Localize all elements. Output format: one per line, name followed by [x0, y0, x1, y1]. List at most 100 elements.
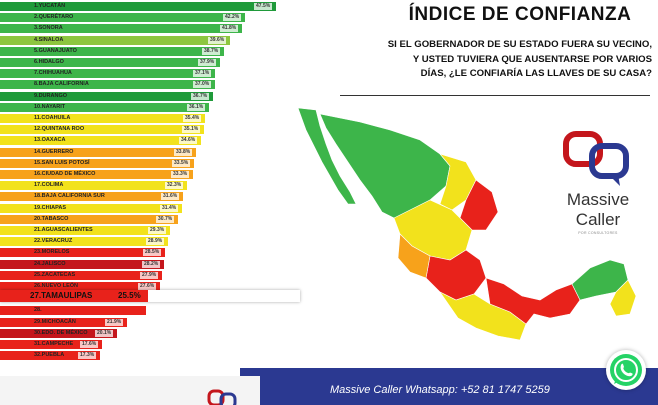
bar-value-label: 27.9% [140, 272, 159, 279]
bar [0, 80, 215, 89]
bar [0, 204, 182, 213]
bar [0, 114, 205, 123]
bar-value-label: 37.0% [193, 81, 212, 88]
bar-row: 24.JALISCO 28.2% [0, 260, 164, 269]
bar-row: 29.MICHOACÁN 21.9% [0, 318, 127, 327]
bar-label: 28. [34, 307, 42, 313]
bar-row: 18.BAJA CALIFORNIA SUR 31.6% [0, 192, 183, 201]
brand-name-line-1: Massive [566, 190, 630, 209]
massive-caller-logo: Massive Caller POR CONSULTORES [548, 130, 648, 250]
bar [0, 47, 224, 56]
bar-label: 21.AGUASCALIENTES [34, 227, 93, 233]
bar-value-label: 34.6% [179, 137, 198, 144]
bar-row: 17.COLIMA 32.3% [0, 181, 187, 190]
bar [0, 329, 117, 338]
bar-label: 7.CHIHUAHUA [34, 70, 72, 76]
bar-label: 32.PUEBLA [34, 352, 65, 358]
bar [0, 13, 245, 22]
bar-value-label: 28.5% [143, 249, 162, 256]
bar-value-label: 41.8% [220, 25, 239, 32]
bar-row: 3.SONORA 41.8% [0, 24, 242, 33]
footer: Massive Caller Whatsapp: +52 81 1747 525… [0, 368, 658, 405]
map-southeast-red [485, 277, 581, 325]
bar [0, 226, 170, 235]
bar-value-label: 35.4% [183, 115, 202, 122]
page-title: ÍNDICE DE CONFIANZA [408, 4, 632, 25]
bar-value-label: 37.9% [198, 59, 217, 66]
bar-label: 29.MICHOACÁN [34, 319, 76, 325]
bar [0, 181, 187, 190]
brand-tagline: POR CONSULTORES [578, 231, 618, 235]
bar [0, 318, 127, 327]
bar-value-label: 17.3% [78, 352, 97, 359]
bar-label: 6.HIDALGO [34, 59, 64, 65]
bar-row: 16.CIUDAD DE MÉXICO 33.3% [0, 170, 193, 179]
bar-value-label: 27.6% [138, 283, 157, 290]
bar-label: 2.QUERÉTARO [34, 14, 74, 20]
bar-row: 10.NAYARIT 36.1% [0, 103, 209, 112]
bar-value-label: 28.2% [142, 261, 161, 268]
footer-whatsapp-text: Massive Caller Whatsapp: +52 81 1747 525… [330, 384, 550, 396]
bar-label: 11.COAHUILA [34, 115, 71, 121]
bar [0, 2, 276, 11]
bar [0, 125, 204, 134]
bar-row: 9.DURANGO 36.7% [0, 92, 213, 101]
bar-label: 16.CIUDAD DE MÉXICO [34, 171, 96, 177]
bar-label: 26.NUEVO LEÓN [34, 283, 79, 289]
whatsapp-icon[interactable] [606, 350, 646, 390]
bar-value-label: 33.3% [171, 171, 190, 178]
bar-value-label: 29.3% [148, 227, 167, 234]
bar-value-label: 38.7% [202, 48, 221, 55]
bar-value-label: 31.6% [161, 193, 180, 200]
bar [0, 351, 100, 360]
bar-label: 17.COLIMA [34, 182, 64, 188]
bar-row: 14.GUERRERO 33.8% [0, 148, 196, 157]
mexico-map [297, 107, 637, 341]
bar-row: 31.CAMPECHE 17.6% [0, 340, 102, 349]
survey-question: SI EL GOBERNADOR DE SU ESTADO FUERA SU V… [330, 38, 652, 82]
bar-value-label: 33.5% [172, 160, 191, 167]
bar-label: 30.EDO. DE MÉXICO [34, 330, 88, 336]
bar-value-label: 32.3% [165, 182, 184, 189]
bar-row: 26.NUEVO LEÓN 27.6% [0, 282, 160, 291]
speech-bubbles-logo-icon [563, 131, 629, 186]
bar-row: 11.COAHUILA 35.4% [0, 114, 205, 123]
bar-value-label: 20.1% [95, 330, 114, 337]
bar [0, 215, 178, 224]
bar [0, 248, 165, 257]
bar-label: 18.BAJA CALIFORNIA SUR [34, 193, 105, 199]
bar-label: 13.OAXACA [34, 137, 66, 143]
bar-row: 25.ZACATECAS 27.9% [0, 271, 162, 280]
bar [0, 260, 164, 269]
bar-value-label: 47.5% [254, 3, 273, 10]
bar-value-label: 21.9% [105, 319, 124, 326]
bar [0, 58, 220, 67]
bar [0, 24, 242, 33]
footer-band [240, 368, 658, 405]
bar-label: 20.TABASCO [34, 216, 69, 222]
bar-label: 22.VERACRUZ [34, 238, 73, 244]
bar-label: 15.SAN LUIS POTOSÍ [34, 160, 90, 166]
bar-row: 12.QUINTANA ROO 35.1% [0, 125, 204, 134]
bar-label: 19.CHIAPAS [34, 205, 66, 211]
bar-value-label: 17.6% [80, 341, 99, 348]
bar-value-label: 39.6% [208, 37, 227, 44]
bar [0, 340, 102, 349]
bar-value-label: 35.1% [182, 126, 201, 133]
bar-row: 23.MORELOS 28.5% [0, 248, 165, 257]
bar [0, 192, 183, 201]
bar-row: 28. [0, 306, 146, 315]
bar-row: 4.SINALOA 39.6% [0, 36, 230, 45]
bar-row: 7.CHIHUAHUA 37.1% [0, 69, 215, 78]
bar-row: 2.QUERÉTARO 42.2% [0, 13, 245, 22]
bar-label: 8.BAJA CALIFORNIA [34, 81, 89, 87]
footer-logo-icon [207, 389, 237, 405]
bar-chart: 1.YUCATÁN 47.5% 2.QUERÉTARO 42.2% 3.SONORA 41… [0, 0, 300, 360]
map-northeast-red [459, 179, 499, 231]
bar [0, 69, 215, 78]
bar-row: 1.YUCATÁN 47.5% [0, 2, 276, 11]
bar [0, 159, 194, 168]
bar-label: 4.SINALOA [34, 37, 64, 43]
bar-label: 14.GUERRERO [34, 149, 74, 155]
bar-label: 23.MORELOS [34, 249, 70, 255]
